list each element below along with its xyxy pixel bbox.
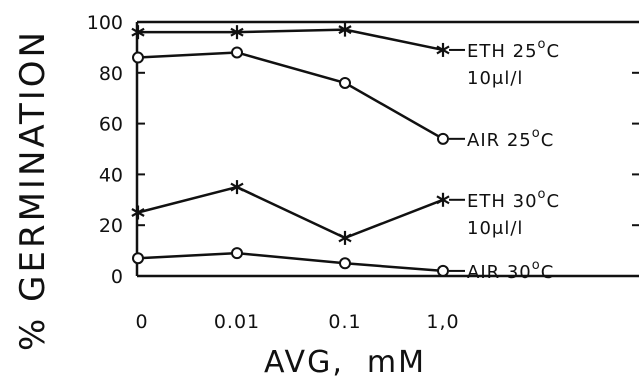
series-label-text: AIR 25oC bbox=[467, 126, 554, 151]
series-sublabel-text: 10μl/l bbox=[467, 68, 523, 89]
star-marker bbox=[338, 230, 352, 245]
circle-marker bbox=[132, 252, 144, 265]
series-line bbox=[137, 51, 444, 140]
series-line bbox=[137, 185, 444, 240]
star-marker bbox=[131, 25, 145, 40]
series-4 bbox=[132, 247, 449, 277]
series-label-1: ETH 25oC 10μl/l bbox=[449, 37, 560, 89]
star-marker bbox=[338, 22, 352, 37]
series-3 bbox=[131, 180, 450, 245]
series-1 bbox=[131, 22, 450, 57]
plot-frame bbox=[135, 20, 639, 278]
circle-marker bbox=[339, 257, 351, 270]
x-tick-label: 1,0 bbox=[426, 311, 459, 333]
x-tick-label: 0 bbox=[135, 311, 148, 333]
series-label-3: ETH 30oC 10μl/l bbox=[449, 187, 560, 239]
series-label-2: AIR 25oC bbox=[449, 126, 554, 151]
star-marker bbox=[230, 180, 244, 195]
circle-marker bbox=[231, 247, 243, 260]
x-axis-title: AVG, mM bbox=[264, 345, 426, 380]
circle-marker bbox=[132, 51, 144, 64]
series-line bbox=[138, 28, 444, 52]
y-tick-label: 20 bbox=[99, 215, 123, 237]
star-marker bbox=[436, 192, 450, 207]
series-2 bbox=[132, 46, 449, 145]
series-line bbox=[137, 251, 444, 273]
x-tick-label: 0.1 bbox=[328, 311, 361, 333]
y-tick-label: 40 bbox=[99, 164, 123, 186]
x-axis-ticks: 0 0.01 0.1 1,0 bbox=[135, 311, 459, 333]
y-tick-label: 100 bbox=[87, 12, 123, 34]
y-tick-label: 60 bbox=[99, 114, 123, 136]
series-annotations: ETH 25oC 10μl/l AIR 25oC ETH 30oC 10μl/l AIR … bbox=[449, 37, 560, 283]
series-label-text: AIR 30oC bbox=[467, 258, 554, 283]
circle-marker bbox=[231, 46, 243, 59]
y-tick-label: 0 bbox=[111, 266, 123, 288]
data-series bbox=[131, 22, 450, 277]
x-tick-label: 0.01 bbox=[214, 311, 260, 333]
y-axis-ticks: 0 20 40 60 80 100 bbox=[87, 12, 145, 288]
series-label-text: ETH 30oC bbox=[467, 187, 560, 212]
series-label-text: ETH 25oC bbox=[467, 37, 560, 62]
y-tick-label: 80 bbox=[99, 63, 123, 85]
series-label-4: AIR 30oC bbox=[449, 258, 554, 283]
star-marker bbox=[131, 205, 145, 220]
star-marker bbox=[436, 42, 450, 57]
circle-marker bbox=[339, 76, 351, 89]
star-marker bbox=[230, 25, 244, 40]
circle-marker bbox=[437, 264, 449, 277]
y-axis-title: % GERMINATION bbox=[13, 29, 53, 351]
series-sublabel-text: 10μl/l bbox=[467, 218, 523, 239]
circle-marker bbox=[437, 132, 449, 145]
